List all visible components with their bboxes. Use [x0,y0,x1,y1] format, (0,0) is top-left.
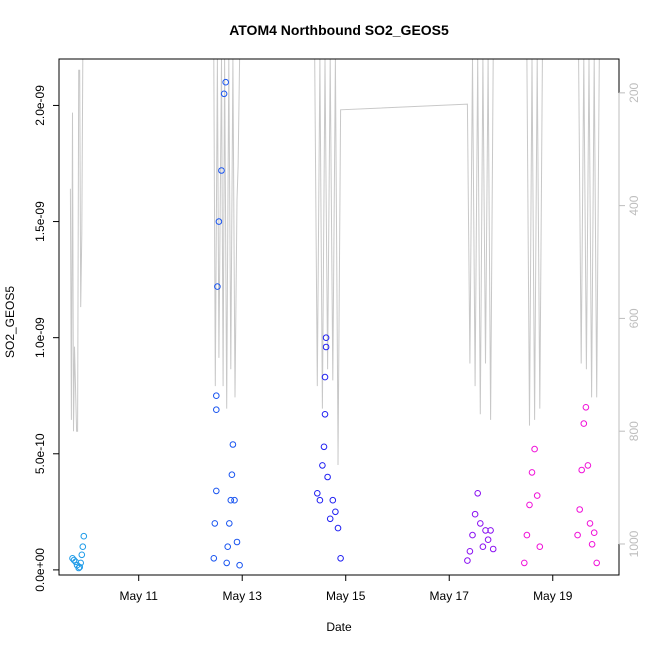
data-point [214,283,221,290]
data-point [233,538,241,546]
data-point [314,490,321,497]
data-point [329,496,337,504]
data-point [229,441,237,448]
chart-title: ATOM4 Northbound SO2_GEOS5 [229,22,449,38]
data-point [586,520,594,527]
data-point [319,462,326,469]
data-point [479,543,487,551]
data-point [231,496,238,504]
data-point [588,541,596,548]
data-point [79,543,87,551]
data-point [78,551,86,559]
data-point [223,559,230,567]
pressure-profile-line [69,58,600,466]
y-axis: 0.0e+00 5.0e-10 1.0e-09 1.5e-09 2.0e-09 [33,85,60,592]
data-point [224,543,231,551]
data-point [213,487,220,495]
x-axis: May 11 May 13 May 15 May 17 May 19 [119,574,573,603]
data-point [484,536,492,544]
data-point [211,520,219,527]
data-point [332,508,339,516]
pressure-tick-label: 800 [627,421,641,441]
y-tick-label: 0.0e+00 [33,548,47,592]
x-tick-label: May 17 [430,589,470,603]
data-point [77,559,84,567]
pressure-tick-label: 600 [627,308,641,328]
data-point [526,501,533,509]
data-point [316,496,324,504]
data-point [574,531,581,539]
pressure-tick-label: 1000 [627,530,641,557]
data-point [523,531,531,539]
data-point [582,404,590,411]
x-tick-label: May 11 [119,589,158,603]
pressure-tick-label: 200 [627,83,641,103]
data-point [320,443,328,451]
data-point [213,406,220,414]
data-point [466,548,474,555]
data-point [222,78,229,86]
y-tick-label: 1.0e-09 [33,317,47,358]
data-point [76,563,83,571]
y-tick-label: 5.0e-10 [33,433,47,474]
data-point [322,343,330,351]
data-point [593,559,601,567]
data-point [536,543,544,551]
data-point [210,555,218,562]
data-point [487,527,494,534]
data-point [80,532,88,540]
data-point [578,466,586,474]
data-point [218,167,225,174]
x-axis-label: Date [326,620,352,634]
data-point [334,524,342,532]
data-point [584,462,592,469]
data-point [474,490,482,497]
y-tick-label: 2.0e-09 [33,85,47,126]
data-point [477,520,484,527]
data-point [580,420,588,427]
data-point [321,411,329,418]
data-point [324,473,331,481]
data-point [469,531,476,539]
y-axis-label: SO2_GEOS5 [3,286,17,358]
data-point [321,373,329,381]
x-tick-label: May 13 [223,589,263,603]
data-point [322,334,330,342]
data-point [471,510,479,518]
pressure-profile [69,58,600,466]
data-point [226,520,233,527]
data-point [70,556,78,564]
x-tick-label: May 19 [533,589,573,603]
data-point [220,90,228,98]
data-point [236,561,243,569]
data-point [521,559,528,567]
x-tick-label: May 15 [326,589,366,603]
y-tick-label: 1.5e-09 [33,201,47,242]
data-point [337,555,344,562]
data-point [590,529,598,537]
pressure-axis: 200 400 600 800 1000 [618,83,641,557]
pressure-tick-label: 400 [627,195,641,215]
data-point [215,218,223,225]
data-point [576,506,584,513]
data-point [464,557,471,564]
data-point [482,527,489,534]
data-point [533,492,541,499]
data-points [69,78,601,572]
data-point [528,469,536,476]
data-point [489,545,497,553]
data-point [213,392,220,400]
data-point [531,445,538,453]
data-point [227,496,235,504]
data-point [326,515,334,523]
data-point [228,471,236,479]
